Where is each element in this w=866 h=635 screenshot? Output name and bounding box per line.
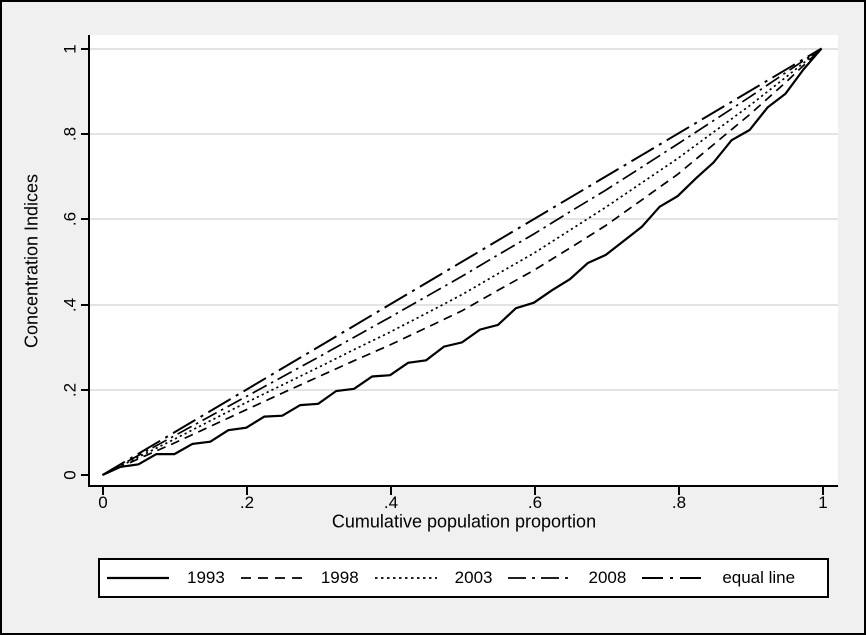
legend-item-1998: 1998 [240,568,359,587]
x-tick-label: .8 [671,493,687,512]
legend-line-sample-dot [374,577,437,579]
y-axis-line [88,35,90,487]
grid-line [90,303,838,306]
y-tick-label: 1 [60,44,80,54]
y-tick-label: .2 [60,382,80,397]
x-tick-mark [678,487,680,495]
curve-2008 [102,47,822,476]
legend-line-sample-longdash-dot [642,577,705,579]
x-tick-label: .2 [239,493,255,512]
legend-line-sample-dash [240,577,303,579]
y-axis-title: Concentration Indices [21,173,42,349]
legend-label: 2003 [454,568,493,587]
legend-label: equal line [722,568,796,587]
curve-2003 [102,47,823,476]
legend: 1993 1998 2003 2008 equal line [98,558,829,598]
y-tick-label: .6 [60,211,80,227]
legend-item-2008: 2008 [508,569,626,587]
grid-line [90,133,838,135]
x-tick-mark [390,487,392,495]
x-tick-mark [822,487,824,495]
curve-1998 [102,47,823,476]
y-tick-mark [81,48,89,50]
y-tick-mark [81,388,89,391]
y-tick-mark [81,303,89,306]
x-tick-label: 1 [818,493,828,512]
x-tick-label: .4 [383,493,399,512]
legend-line-sample-dash-dot [508,577,571,579]
curve-equal-line [101,47,823,476]
grid-line [90,388,838,391]
x-tick-label: 0 [98,493,108,512]
x-tick-label: .6 [527,493,543,512]
legend-label: 1993 [187,568,225,587]
x-axis-line [88,485,838,487]
curves-layer [101,47,823,477]
legend-label: 2008 [588,568,627,587]
grid-line [90,218,838,220]
legend-label: 1998 [320,568,359,587]
legend-line-sample-solid [107,576,169,580]
grid-line [90,47,838,50]
y-tick-label: 0 [60,470,80,480]
x-tick-mark [246,487,248,495]
y-tick-mark [81,218,89,220]
legend-item-2003: 2003 [374,568,493,587]
legend-item-1993: 1993 [107,569,225,587]
x-tick-mark [102,487,104,495]
x-axis-title: Cumulative population proportion [331,511,597,532]
y-tick-mark [81,474,89,476]
y-tick-label: .8 [60,126,80,142]
y-tick-mark [81,133,89,135]
y-tick-label: .4 [60,297,80,312]
curve-1993 [102,47,823,477]
x-tick-mark [534,487,536,495]
legend-item-equal-line: equal line [642,569,795,587]
